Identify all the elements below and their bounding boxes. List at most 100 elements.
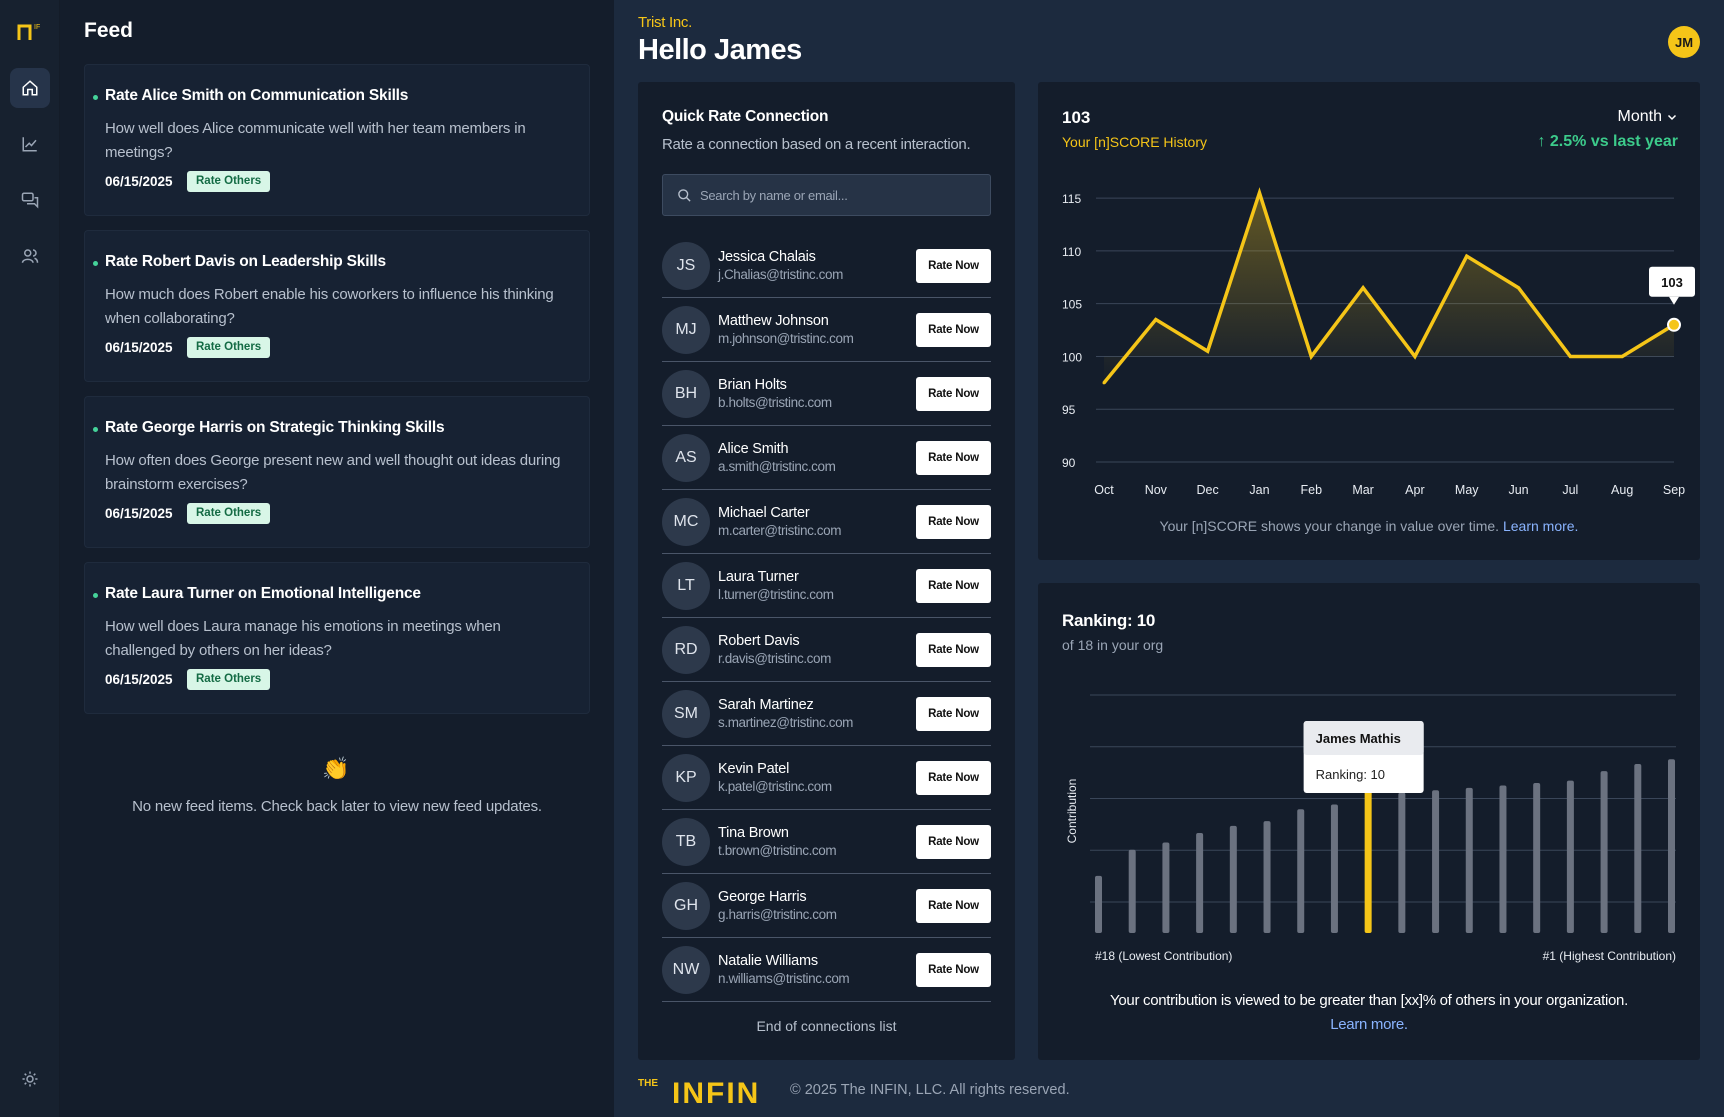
connection-email: r.davis@tristinc.com (718, 651, 831, 666)
rate-now-button[interactable]: Rate Now (916, 760, 991, 795)
feed-card-date: 06/15/2025 (105, 672, 173, 687)
connection-name: Tina Brown (718, 825, 789, 841)
bar (1634, 764, 1642, 933)
rate-now-button[interactable]: Rate Now (916, 824, 991, 859)
rate-now-button[interactable]: Rate Now (916, 696, 991, 731)
y-tick-label: 90 (1062, 456, 1076, 470)
connection-email: m.johnson@tristinc.com (718, 331, 854, 346)
rate-now-button[interactable]: Rate Now (916, 312, 991, 347)
data-point (1568, 354, 1572, 358)
nav-analytics[interactable] (10, 124, 50, 164)
y-tick-label: 95 (1062, 403, 1076, 417)
brand-logo-icon[interactable]: IF (16, 20, 44, 42)
data-point (1361, 286, 1365, 290)
feed-title: Feed (84, 19, 134, 42)
y-axis-label: Contribution (1065, 779, 1079, 844)
ranking-learn-more-link[interactable]: Learn more. (1330, 1016, 1408, 1033)
score-learn-more-link[interactable]: Learn more. (1502, 518, 1579, 534)
rate-now-button[interactable]: Rate Now (916, 888, 991, 923)
connection-info: George Harris g.harris@tristinc.com (718, 889, 916, 922)
rate-others-button[interactable]: Rate Others (187, 503, 271, 524)
ranking-subtitle: of 18 in your org (1062, 637, 1164, 653)
search-input[interactable] (700, 187, 980, 203)
connection-info: Alice Smith a.smith@tristinc.com (718, 441, 916, 474)
feed-card[interactable]: Rate Laura Turner on Emotional Intellige… (84, 562, 590, 714)
data-point (1465, 254, 1469, 258)
bar (1162, 842, 1170, 933)
bar (1465, 787, 1473, 933)
connection-avatar: BH (662, 369, 710, 418)
rate-now-button[interactable]: Rate Now (916, 632, 991, 667)
feed-card-date: 06/15/2025 (105, 340, 173, 355)
feed-card-title: Rate Robert Davis on Leadership Skills (105, 253, 386, 270)
user-avatar[interactable]: JM (1668, 26, 1700, 58)
score-line-chart: 90 95 100 105 110 115 Oct Nov Dec Jan Feb Mar Apr May… (1062, 187, 1695, 497)
feed-card[interactable]: Rate George Harris on Strategic Thinking… (84, 396, 590, 548)
quick-rate-panel: Quick Rate Connection Rate a connection … (638, 82, 1015, 1060)
rate-others-button[interactable]: Rate Others (187, 337, 271, 358)
connection-name: Michael Carter (718, 505, 810, 521)
rate-now-button[interactable]: Rate Now (916, 504, 991, 539)
rate-now-button[interactable]: Rate Now (916, 440, 991, 475)
data-point (1620, 354, 1624, 358)
users-icon (21, 249, 38, 263)
connection-name: Sarah Martinez (718, 697, 814, 713)
highlight-bar (1364, 785, 1372, 933)
ranking-bar-chart: Contribution #18 (Lowest Contribution) #1 … (1065, 694, 1676, 963)
unread-dot (93, 427, 98, 432)
data-point (1102, 381, 1106, 385)
feed-card[interactable]: Rate Alice Smith on Communication Skills… (84, 64, 590, 216)
bar (1095, 875, 1102, 933)
rate-now-button[interactable]: Rate Now (916, 568, 991, 603)
connection-avatar: MC (662, 497, 710, 546)
connection-row: RD Robert Davis r.davis@tristinc.com Rate N… (662, 618, 991, 682)
connection-avatar: TB (662, 817, 710, 866)
connection-avatar: JS (662, 241, 710, 290)
feed-card[interactable]: Rate Robert Davis on Leadership Skills H… (84, 230, 590, 382)
connection-email: b.holts@tristinc.com (718, 395, 832, 410)
bar (1229, 825, 1237, 933)
search-box[interactable] (662, 174, 991, 216)
sun-icon (22, 1071, 37, 1087)
bar-tooltip-header (1303, 721, 1424, 755)
x-tick-label: Nov (1145, 483, 1168, 497)
connection-name: Matthew Johnson (718, 313, 829, 329)
rate-others-button[interactable]: Rate Others (187, 669, 271, 690)
connection-row: MC Michael Carter m.carter@tristinc.com Rat… (662, 490, 991, 554)
footer-brand-logo: THE INFIN (638, 1077, 758, 1106)
x-tick-label: Mar (1352, 483, 1374, 497)
connection-email: n.williams@tristinc.com (718, 971, 850, 986)
connection-avatar: AS (662, 433, 710, 482)
rate-others-button[interactable]: Rate Others (187, 171, 271, 192)
score-note-text: Your [n]SCORE shows your change in value… (1159, 518, 1500, 534)
chart-icon (22, 137, 37, 152)
theme-toggle[interactable] (10, 1059, 50, 1099)
point-tooltip (1649, 266, 1695, 297)
rate-now-button[interactable]: Rate Now (916, 376, 991, 411)
connection-info: Robert Davis r.davis@tristinc.com (718, 633, 916, 666)
data-point (1413, 354, 1417, 358)
feed-card-question: How well does Alice communicate well wit… (105, 120, 526, 161)
ranking-title: Ranking: 10 (1062, 611, 1156, 630)
nav-home[interactable] (9, 68, 50, 108)
rate-now-button[interactable]: Rate Now (916, 952, 991, 987)
bar (1330, 804, 1338, 933)
feed-card-question: How much does Robert enable his coworker… (105, 286, 554, 327)
x-tick-label: Jan (1249, 483, 1269, 497)
connection-avatar: SM (662, 689, 710, 738)
rate-now-button[interactable]: Rate Now (916, 248, 991, 283)
connection-name: Laura Turner (718, 569, 799, 585)
connection-info: Matthew Johnson m.johnson@tristinc.com (718, 313, 916, 346)
nav-people[interactable] (10, 236, 50, 276)
ranking-panel: Ranking: 10 of 18 in your org Contributi… (1038, 583, 1700, 1060)
x-axis-left-label: #18 (Lowest Contribution) (1095, 949, 1232, 963)
bar (1432, 790, 1440, 933)
x-tick-label: Jun (1508, 483, 1528, 497)
connection-email: l.turner@tristinc.com (718, 587, 834, 602)
period-dropdown[interactable]: Month (1618, 108, 1678, 126)
series-line (1102, 187, 1675, 384)
feed-card-date: 06/15/2025 (105, 174, 173, 189)
nav-messages[interactable] (10, 180, 50, 220)
page-title: Hello James (638, 34, 802, 66)
period-label: Month (1617, 108, 1662, 125)
